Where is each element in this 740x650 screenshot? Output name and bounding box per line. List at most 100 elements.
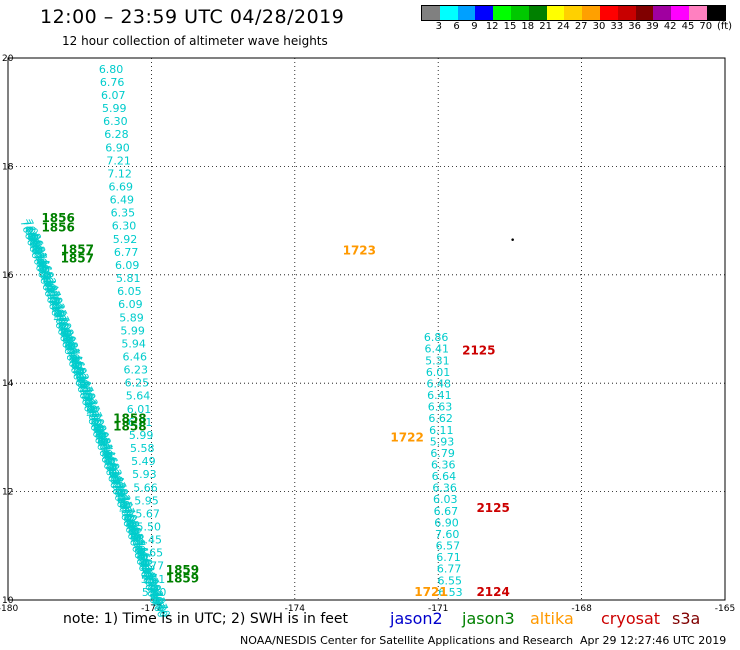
swh-value: 6.01 xyxy=(127,403,151,416)
time-label: 1856 xyxy=(41,221,74,235)
plot-frame xyxy=(7,57,726,601)
swh-value: 6.05 xyxy=(117,285,142,298)
legend-swatch xyxy=(510,6,529,20)
legend-swatch xyxy=(653,6,672,20)
legend-label: 9 xyxy=(471,21,478,32)
swh-value: 5.64 xyxy=(126,390,150,403)
legend-label: 42 xyxy=(663,21,677,32)
swh-value: 5.45 xyxy=(138,534,163,547)
x-tick-label: -171 xyxy=(428,604,448,614)
swh-value: 7.12 xyxy=(107,167,132,180)
swh-value: 6.71 xyxy=(436,551,461,564)
swh-value: 6.21 xyxy=(128,416,152,429)
y-tick-label: 12 xyxy=(2,488,13,498)
legend-swatch xyxy=(635,6,654,20)
x-tick-label: -177 xyxy=(141,604,161,614)
swh-value: 6.57 xyxy=(436,540,461,553)
swh-value: 5.92 xyxy=(113,233,138,246)
swh-value: 5.99 xyxy=(129,429,154,442)
swh-value: 6.41 xyxy=(425,343,450,356)
swh-value: 5.66 xyxy=(133,481,158,494)
swh-value: 5.65 xyxy=(139,547,164,560)
swh-value: 5.77 xyxy=(140,560,165,573)
legend-swatch xyxy=(546,6,565,20)
swh-value: 5.93 xyxy=(132,468,157,481)
swh-value: 6.90 xyxy=(105,141,130,154)
legend-label: 15 xyxy=(503,21,517,32)
legend-swatch xyxy=(582,6,600,20)
y-tick-label: 14 xyxy=(2,379,14,389)
time-label: 1859 xyxy=(166,563,199,577)
x-tick-label: -174 xyxy=(285,604,306,614)
swh-value: 5.58 xyxy=(130,442,155,455)
legend-label: 45 xyxy=(681,21,695,32)
time-label: 1723 xyxy=(343,243,376,257)
swh-value: 6.90 xyxy=(434,516,459,529)
swh-value: 6.64 xyxy=(432,470,457,483)
swh-value: 5.40 xyxy=(142,586,167,599)
chart-subtitle: 12 hour collection of altimeter wave hei… xyxy=(62,34,328,48)
chart-title: 12:00 – 23:59 UTC 04/28/2019 xyxy=(40,6,345,28)
time-label: 1859 xyxy=(166,571,199,585)
mission-altika: altika xyxy=(530,609,574,628)
footer-credit: NOAA/NESDIS Center for Satellite Applica… xyxy=(240,634,574,647)
legend-swatch xyxy=(493,6,511,20)
swh-value: 6.30 xyxy=(112,220,137,233)
swh-value: 6.62 xyxy=(428,412,453,425)
swh-value: 6.03 xyxy=(433,493,458,506)
swh-value: 6.67 xyxy=(434,505,459,518)
island-marker: • xyxy=(510,236,515,246)
swh-value: 6.36 xyxy=(431,459,456,472)
time-label: 2124 xyxy=(476,585,509,599)
swh-value: 5.49 xyxy=(131,455,156,468)
footnote: note: 1) Time is in UTC; 2) SWH is in fe… xyxy=(63,611,349,627)
swh-value: 5.89 xyxy=(119,311,144,324)
legend-swatch xyxy=(422,6,440,20)
legend-label: 30 xyxy=(592,21,606,32)
legend-unit: (ft) xyxy=(717,21,733,32)
x-tick-label: -180 xyxy=(0,604,18,614)
y-tick-label: 18 xyxy=(2,162,14,172)
swh-value: 6.79 xyxy=(430,447,455,460)
swh-value: 6.63 xyxy=(428,401,453,414)
footer-timestamp: Apr 29 12:27:46 UTC 2019 xyxy=(580,634,727,647)
mission-cryosat: cryosat xyxy=(601,609,661,628)
swh-value: 6.01 xyxy=(426,366,451,379)
time-label: 1857 xyxy=(61,242,94,256)
x-tick-label: -165 xyxy=(715,604,735,614)
swh-value: 6.09 xyxy=(115,259,140,272)
swh-value: 6.86 xyxy=(424,331,449,344)
y-tick-label: 16 xyxy=(2,271,14,281)
legend-swatch xyxy=(439,6,458,20)
swh-value: 6.55 xyxy=(438,574,463,587)
color-scale-labels: 3 6 9 12 15 18 21 24 27 30 33 36 39 42 45 70 xyxy=(421,21,740,35)
swh-value: 6.80 xyxy=(99,63,124,76)
swh-value: 6.77 xyxy=(437,563,462,576)
legend-swatch xyxy=(617,6,636,20)
legend-swatch xyxy=(457,6,476,20)
time-label: 1721 xyxy=(414,585,447,599)
swh-value: 5.31 xyxy=(425,354,450,367)
color-scale-legend xyxy=(421,5,726,21)
y-tick-label: 20 xyxy=(2,54,14,64)
legend-swatch xyxy=(671,6,689,20)
swh-value: 5.50 xyxy=(136,520,161,533)
swh-value: 6.30 xyxy=(103,115,128,128)
swh-value: 5.95 xyxy=(134,494,159,507)
swh-value: 6.77 xyxy=(114,246,139,259)
time-label: 1858 xyxy=(113,420,146,434)
legend-swatch xyxy=(706,6,725,20)
time-label: 1722 xyxy=(390,430,423,444)
swh-value: 5.99 xyxy=(102,102,127,115)
swh-value: 6.36 xyxy=(432,482,457,495)
swh-value: 6.25 xyxy=(125,377,149,390)
swh-value: 5.99 xyxy=(120,324,145,337)
legend-label: 18 xyxy=(521,21,535,32)
legend-label: 24 xyxy=(557,21,570,32)
swh-value: 6.11 xyxy=(429,424,454,437)
swh-value: 6.48 xyxy=(426,377,451,390)
time-label: 2125 xyxy=(476,501,509,515)
legend-swatch xyxy=(475,6,494,20)
satellite-tracks: 6.806.766.075.996.306.286.907.217.126.69… xyxy=(17,63,462,620)
